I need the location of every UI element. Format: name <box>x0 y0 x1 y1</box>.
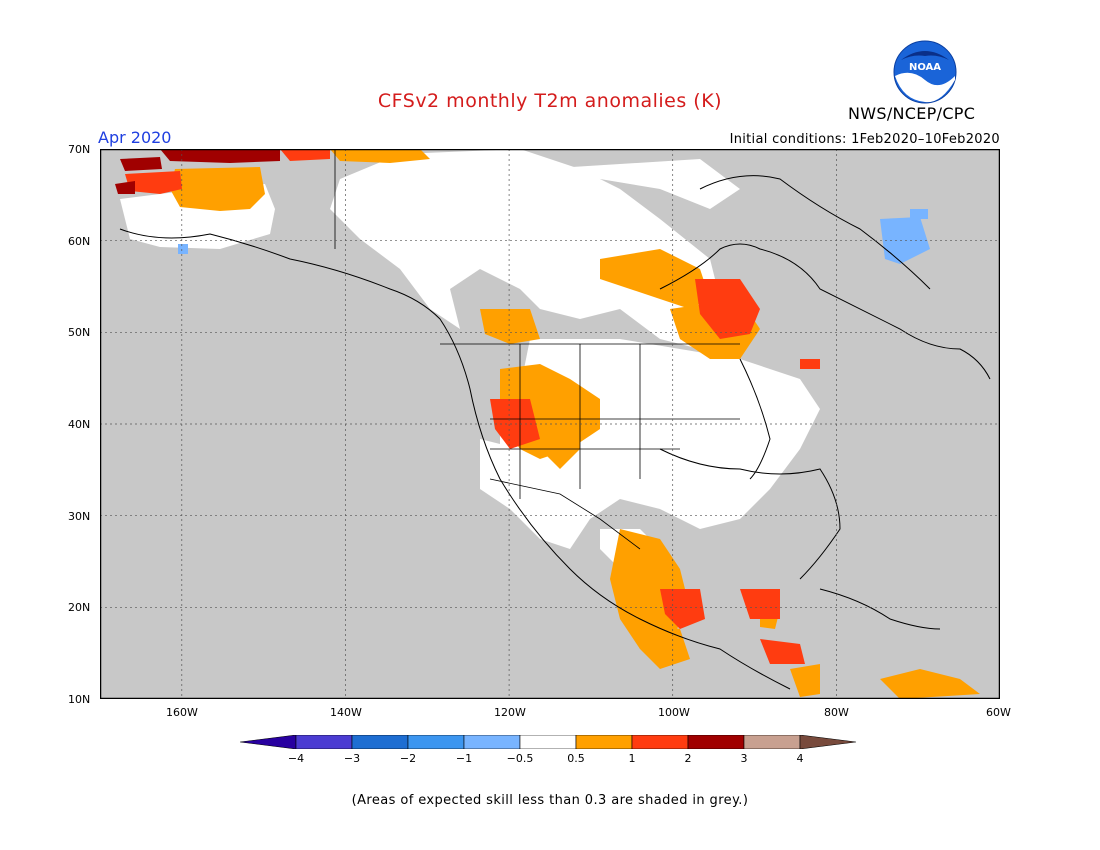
legend-swatch <box>407 735 465 749</box>
legend-swatch <box>687 735 745 749</box>
legend-label: 0.5 <box>567 752 585 765</box>
legend-label: −3 <box>343 752 361 765</box>
lat-label: 70N <box>68 143 91 156</box>
legend-swatch <box>295 735 353 749</box>
lon-label: 160W <box>166 706 198 719</box>
noaa-logo: NOAA <box>893 40 957 104</box>
lon-label: 100W <box>658 706 690 719</box>
lon-label: 80W <box>824 706 849 719</box>
legend-label: −4 <box>287 752 305 765</box>
logo-text: NOAA <box>909 62 941 73</box>
lon-label: 120W <box>494 706 526 719</box>
map-frame <box>100 149 1000 699</box>
lon-label: 60W <box>986 706 1011 719</box>
coastlines <box>119 175 991 690</box>
legend-swatch <box>631 735 689 749</box>
legend-swatch <box>519 735 577 749</box>
lat-label: 30N <box>68 510 91 523</box>
legend-label: −2 <box>399 752 417 765</box>
initial-conditions: Initial conditions: 1Feb2020–10Feb2020 <box>729 132 1000 147</box>
legend-swatch <box>463 735 521 749</box>
legend-swatch <box>351 735 409 749</box>
legend-label: 3 <box>740 752 748 765</box>
legend-label: −0.5 <box>506 752 534 765</box>
lat-label: 50N <box>68 326 91 339</box>
legend-swatch <box>799 735 857 749</box>
lat-label: 10N <box>68 693 91 706</box>
footnote: (Areas of expected skill less than 0.3 a… <box>351 793 749 808</box>
gridlines <box>100 149 1000 699</box>
map-title: CFSv2 monthly T2m anomalies (K) <box>377 90 723 112</box>
legend-swatch <box>240 735 297 749</box>
forecast-period: Apr 2020 <box>98 128 172 147</box>
agency-label: NWS/NCEP/CPC <box>848 104 976 123</box>
legend-swatch <box>743 735 801 749</box>
legend-label: 1 <box>628 752 636 765</box>
anomaly-map <box>100 149 1000 699</box>
country-borders <box>334 149 740 550</box>
lon-label: 140W <box>330 706 362 719</box>
lat-label: 40N <box>68 418 91 431</box>
legend-label: −1 <box>455 752 473 765</box>
legend-label: 2 <box>684 752 692 765</box>
lat-label: 60N <box>68 235 91 248</box>
color-legend <box>240 735 857 749</box>
lat-label: 20N <box>68 601 91 614</box>
warm-anomaly-2-3 <box>115 149 280 194</box>
warm-anomaly-1-2 <box>125 149 820 664</box>
legend-swatch <box>575 735 633 749</box>
legend-label: 4 <box>796 752 804 765</box>
